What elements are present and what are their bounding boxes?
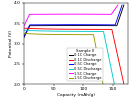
Legend: 0.1C Charge, 0.1C Discharge, 0.5C Charge, 0.5C Discharge, 1.5C Charge, 1.5C Disc: 0.1C Charge, 0.1C Discharge, 0.5C Charge… xyxy=(67,48,103,81)
X-axis label: Capacity (mAh/g): Capacity (mAh/g) xyxy=(57,93,95,97)
Y-axis label: Potential (V): Potential (V) xyxy=(9,30,13,57)
